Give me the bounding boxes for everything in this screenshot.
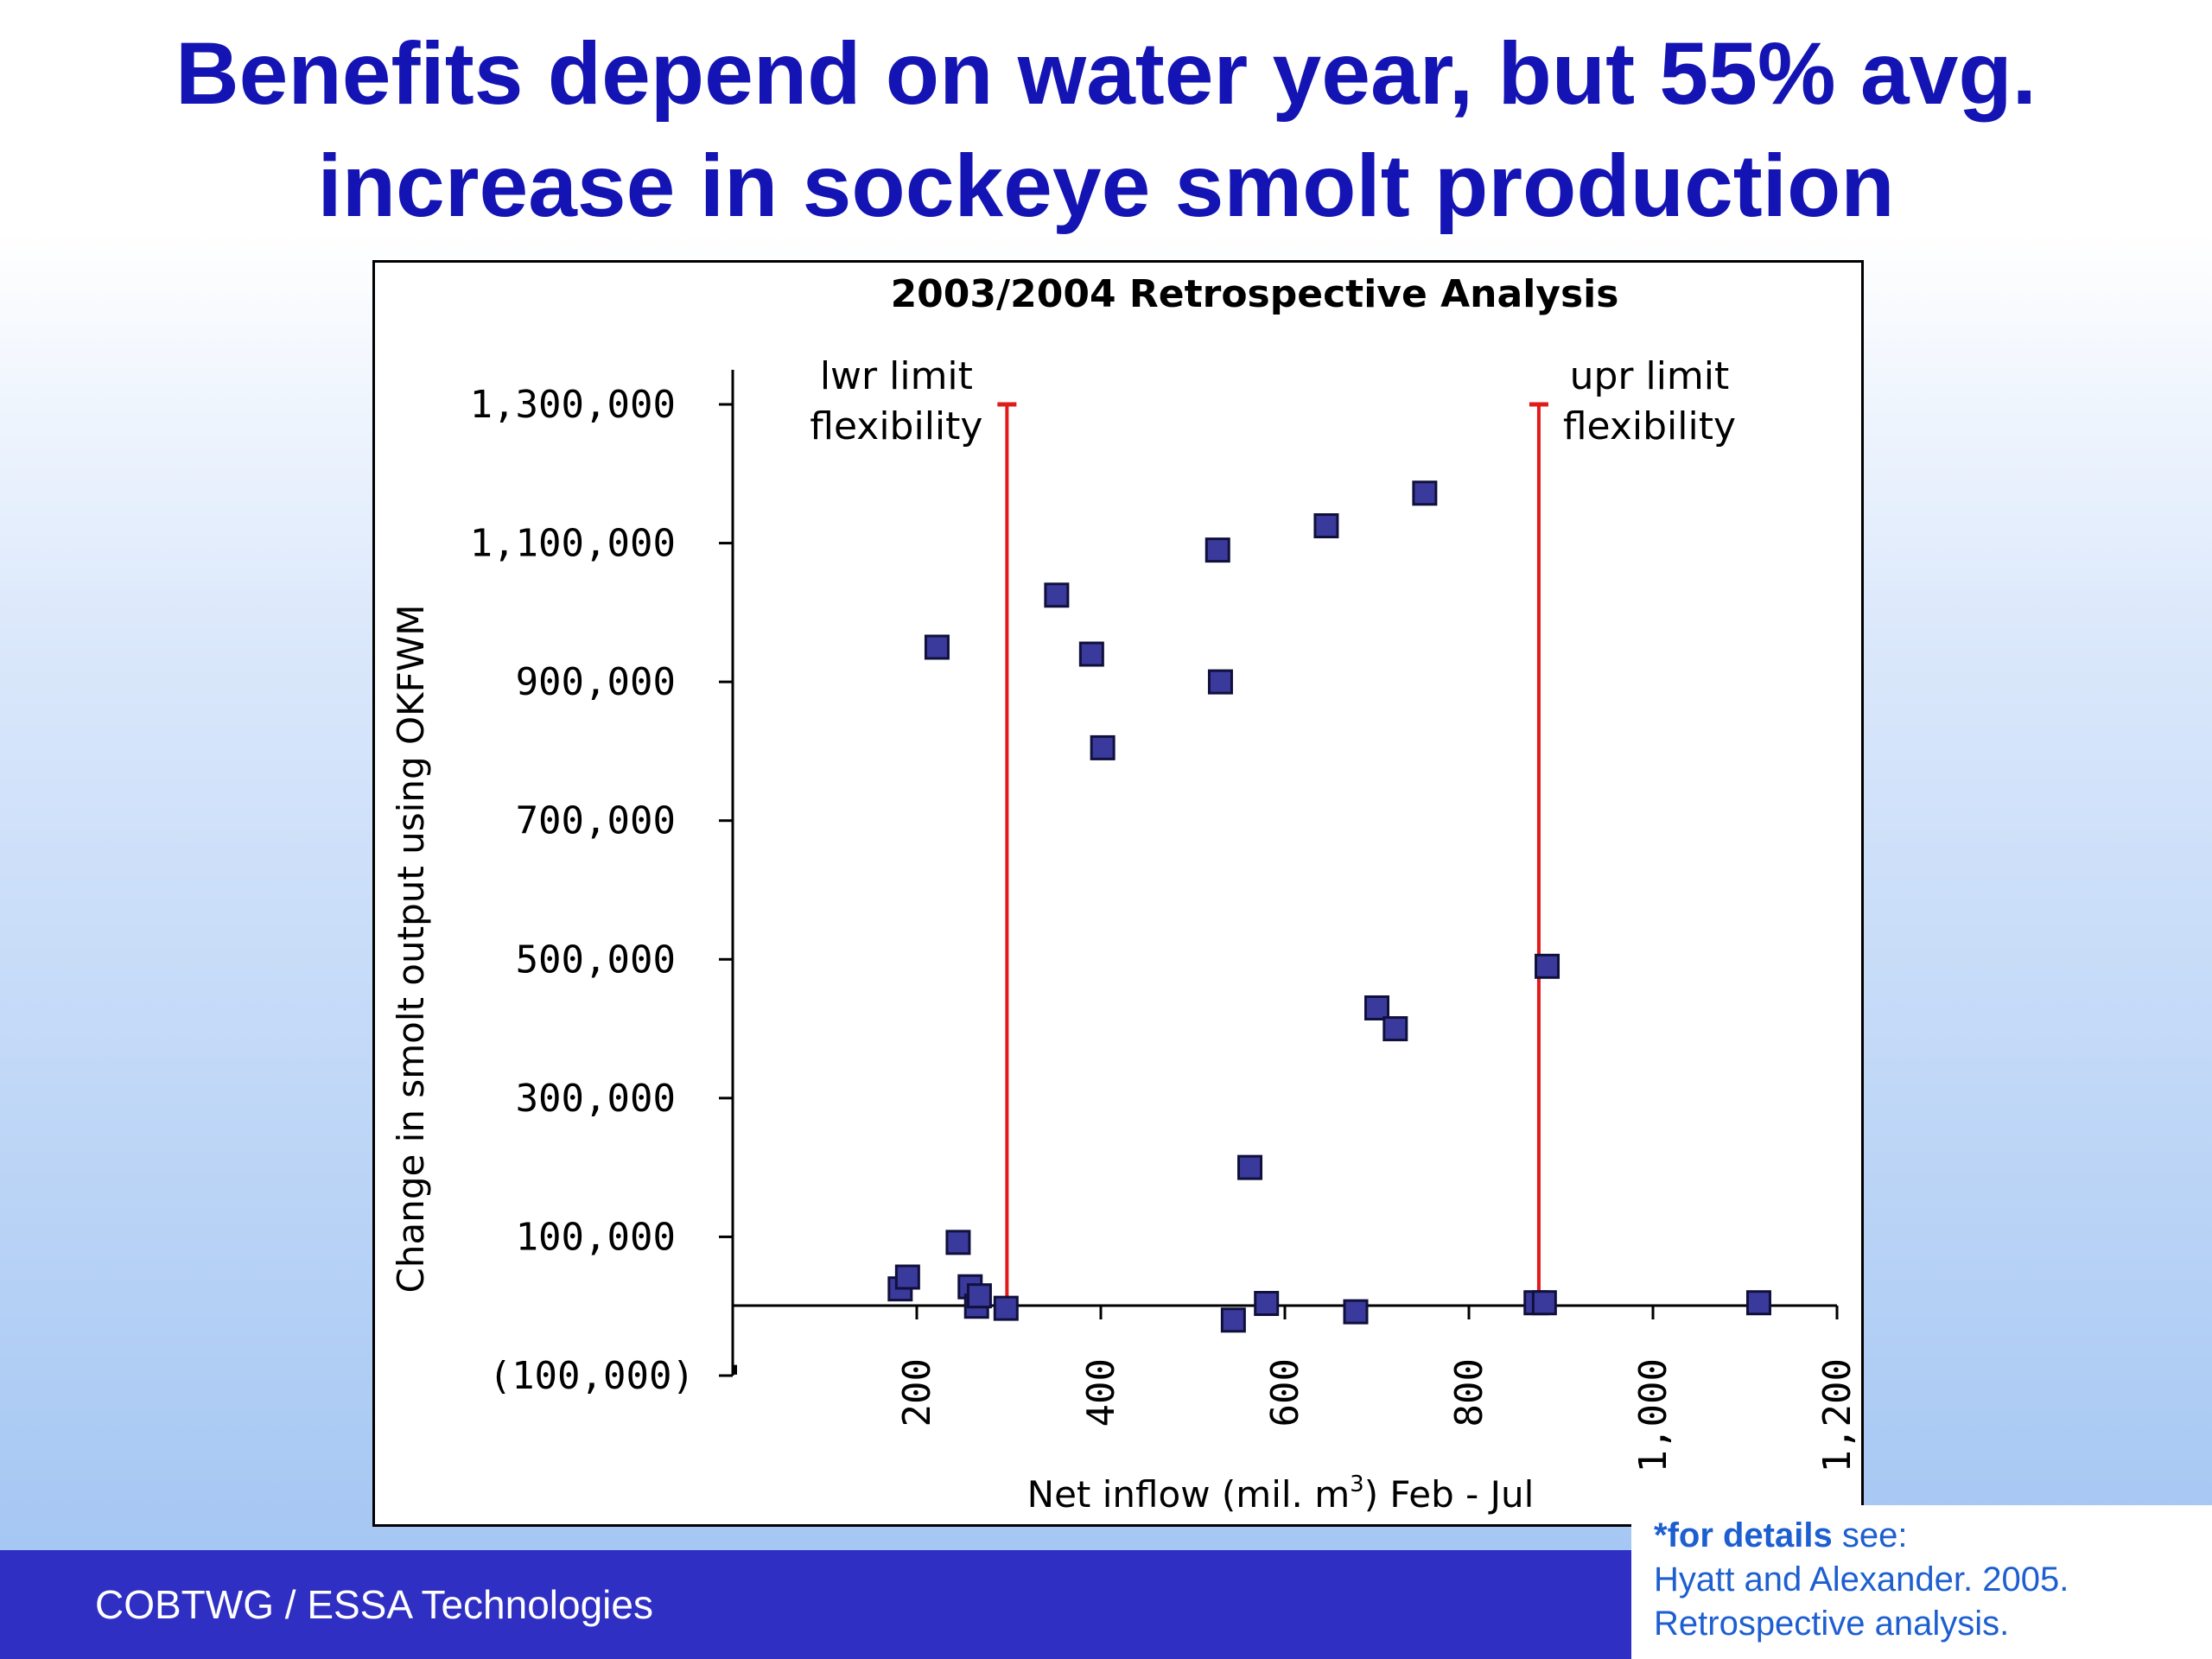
data-point: [1237, 1154, 1263, 1180]
slide-title-line1: Benefits depend on water year, but 55% a…: [175, 24, 2037, 123]
data-point: [1531, 1290, 1557, 1316]
data-point: [1364, 995, 1389, 1020]
x-tick-label: 200: [895, 1358, 939, 1427]
slide-title: Benefits depend on water year, but 55% a…: [0, 17, 2212, 242]
data-point: [1745, 1290, 1771, 1316]
chart-title: 2003/2004 Retrospective Analysis: [891, 272, 1619, 316]
data-point: [1220, 1307, 1246, 1333]
data-point: [1382, 1016, 1408, 1042]
data-point: [1044, 582, 1070, 608]
x-tick-label: 600: [1263, 1358, 1307, 1427]
data-point: [993, 1295, 1019, 1321]
limit-label-line1: lwr limit: [820, 354, 973, 398]
y-tick-label: 500,000: [516, 938, 676, 982]
slide-title-line2: increase in sockeye smolt production: [317, 137, 1895, 235]
note-line2: Hyatt and Alexander. 2005.: [1654, 1560, 2069, 1599]
x-axis-label: Net inflow (mil. m3) Feb - Jul: [1027, 1471, 1535, 1516]
data-points: [887, 480, 1771, 1333]
y-tick-label: 900,000: [516, 660, 676, 704]
footer-text: COBTWG / ESSA Technologies: [95, 1582, 653, 1627]
data-point: [924, 634, 950, 660]
data-point: [1207, 669, 1233, 695]
details-note: *for details see: Hyatt and Alexander. 2…: [1654, 1514, 2069, 1646]
data-point: [945, 1230, 971, 1255]
note-bold: *for details: [1654, 1516, 1833, 1554]
x-axis-label-prefix: Net inflow (mil. m: [1027, 1473, 1350, 1516]
footer-bar: [0, 1550, 1631, 1659]
reference-lines: lwr limit flexibility upr limit flexibility: [810, 354, 1736, 1308]
note-rest: see:: [1832, 1516, 1908, 1554]
x-axis-label-sup: 3: [1350, 1471, 1364, 1497]
x-tick-label: 800: [1447, 1358, 1491, 1427]
data-point: [1412, 480, 1438, 506]
note-line3: Retrospective analysis.: [1654, 1605, 2010, 1643]
y-tick-label: 300,000: [516, 1077, 676, 1121]
x-tick-label: 400: [1079, 1358, 1123, 1427]
x-ticks: - 200 400 600 800 1,000 1,200: [711, 1306, 1859, 1472]
data-point: [1313, 513, 1339, 538]
y-tick-label: 100,000: [516, 1215, 676, 1259]
x-axis-label-suffix: ) Feb - Jul: [1364, 1473, 1535, 1516]
y-ticks: 1,300,000 1,100,000 900,000 700,000 500,000 3…: [470, 383, 733, 1398]
data-point: [1090, 734, 1116, 760]
chart-frame: [372, 260, 1864, 1527]
x-tick-label: 1,000: [1631, 1358, 1675, 1472]
limit-label-line1: upr limit: [1570, 354, 1730, 398]
data-point: [894, 1264, 920, 1290]
data-point: [1205, 537, 1230, 563]
data-point: [1535, 953, 1560, 979]
data-point: [1343, 1299, 1369, 1325]
x-tick-label: 1,200: [1815, 1358, 1859, 1472]
y-tick-label: 1,300,000: [470, 383, 676, 427]
note-box: [1631, 1505, 2212, 1659]
data-point: [1078, 641, 1104, 667]
y-tick-label: 700,000: [516, 799, 676, 843]
data-point: [966, 1283, 992, 1309]
y-axis-label: Change in smolt output using OKFWM: [390, 605, 432, 1294]
limit-label-line2: flexibility: [1563, 404, 1736, 448]
y-tick-label: (100,000): [489, 1354, 695, 1398]
x-tick-label: -: [711, 1358, 755, 1382]
y-tick-label: 1,100,000: [470, 522, 676, 566]
data-point: [1254, 1291, 1280, 1317]
limit-label-line2: flexibility: [810, 404, 982, 448]
